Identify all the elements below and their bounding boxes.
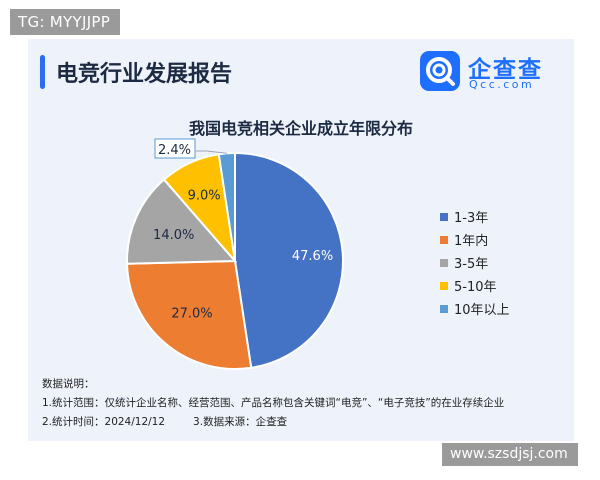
chart-title: 我国电竞相关企业成立年限分布 bbox=[188, 119, 413, 138]
slice-data-label: 47.6% bbox=[292, 249, 333, 264]
legend-swatch bbox=[440, 305, 448, 313]
notes-heading: 数据说明： bbox=[42, 378, 95, 390]
pie-slice-2 bbox=[126, 259, 253, 370]
title-accent-bar bbox=[40, 55, 45, 89]
notes-time-source: 2.统计时间：2024/12/12 3.数据来源：企查查 bbox=[42, 413, 504, 432]
slice-data-label: 2.4% bbox=[158, 143, 191, 158]
legend-label: 5-10年 bbox=[454, 280, 497, 295]
qcc-logo-icon bbox=[420, 51, 460, 91]
legend-label: 1-3年 bbox=[454, 211, 489, 226]
legend-swatch bbox=[440, 213, 448, 221]
logo-english-text: Qcc.com bbox=[469, 78, 535, 91]
notes-source: 3.数据来源：企查查 bbox=[193, 416, 288, 428]
notes-time: 2.统计时间：2024/12/12 bbox=[42, 416, 166, 428]
site-watermark: www.szsdjsj.com bbox=[442, 443, 578, 466]
pie-slice-1 bbox=[234, 151, 344, 369]
slice-label-box bbox=[154, 138, 196, 159]
logo-chinese-text: 企查查 bbox=[468, 57, 543, 83]
slice-data-label: 9.0% bbox=[188, 188, 221, 203]
legend-swatch bbox=[440, 236, 448, 244]
slice-data-label: 27.0% bbox=[171, 306, 212, 321]
pie-slice-5 bbox=[217, 151, 236, 262]
slice-label-leader-line bbox=[196, 150, 227, 154]
legend-label: 1年内 bbox=[454, 234, 489, 249]
legend-swatch bbox=[440, 282, 448, 290]
notes-scope: 1.统计范围：仅统计企业名称、经营范围、产品名称包含关键词“电竞”、“电子竞技”… bbox=[42, 397, 505, 409]
legend-swatch bbox=[440, 259, 448, 267]
qcc-logo: 企查查 Qcc.com bbox=[420, 51, 570, 95]
telegram-badge: TG: MYYJJPP bbox=[10, 9, 121, 35]
data-notes: 数据说明： 1.统计范围：仅统计企业名称、经营范围、产品名称包含关键词“电竞”、… bbox=[42, 375, 504, 432]
report-card: 电竞行业发展报告 企查查 Qcc.com 我国电竞相关企业成立年限分布 47.6… bbox=[28, 39, 574, 441]
slice-data-label: 14.0% bbox=[153, 228, 194, 243]
legend-label: 10年以上 bbox=[454, 303, 510, 318]
report-title: 电竞行业发展报告 bbox=[56, 62, 233, 87]
legend-label: 3-5年 bbox=[454, 257, 489, 272]
pie-slice-3 bbox=[126, 178, 238, 265]
pie-chart: 47.6% 27.0% 14.0% 9.0% 2.4% bbox=[126, 138, 344, 370]
